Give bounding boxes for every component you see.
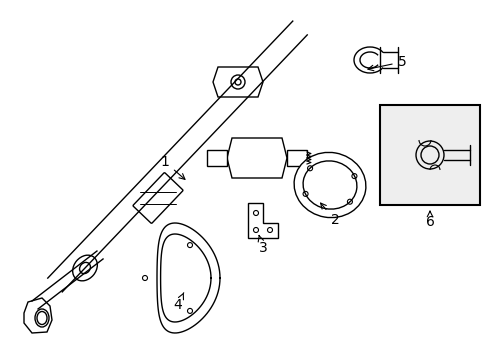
Text: 4: 4 — [173, 293, 183, 312]
Polygon shape — [286, 150, 306, 166]
Text: 6: 6 — [425, 211, 433, 229]
PathPatch shape — [24, 298, 52, 333]
Text: 3: 3 — [258, 235, 267, 255]
Polygon shape — [206, 150, 226, 166]
Ellipse shape — [293, 152, 365, 217]
Text: 5: 5 — [367, 55, 406, 71]
FancyBboxPatch shape — [133, 173, 183, 223]
Text: 2: 2 — [320, 203, 339, 227]
Polygon shape — [226, 138, 286, 178]
Bar — [379, 105, 479, 205]
Text: 1: 1 — [160, 155, 184, 179]
Polygon shape — [247, 203, 278, 238]
Polygon shape — [213, 67, 263, 97]
Ellipse shape — [303, 161, 356, 209]
